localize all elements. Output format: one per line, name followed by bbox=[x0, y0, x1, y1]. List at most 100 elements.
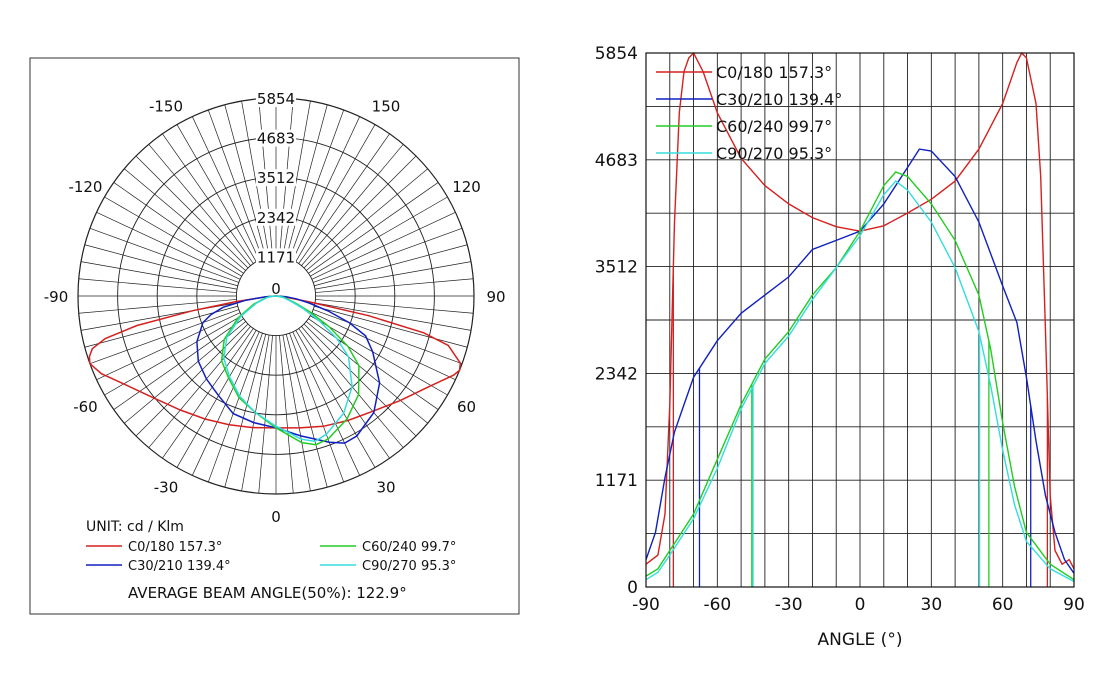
polar-spoke bbox=[289, 333, 345, 483]
cartesian-curves bbox=[645, 51, 1075, 583]
polar-spoke bbox=[78, 278, 237, 293]
cart-y-tick-0: 0 bbox=[627, 578, 638, 598]
polar-spoke bbox=[176, 124, 257, 262]
polar-angle-label-10: 0 bbox=[271, 508, 281, 526]
polar-spoke bbox=[282, 100, 311, 258]
polar-spoke bbox=[285, 104, 328, 258]
cart-y-tick-4: 4683 bbox=[595, 151, 638, 171]
polar-labels: 0 1171 2342 3512 4683 5854 -150 150 -120 120 -90 90… bbox=[44, 90, 506, 526]
polar-legend-label-1: C30/210 139.4° bbox=[128, 559, 231, 574]
polar-spoke bbox=[124, 168, 246, 271]
cart-x-tick-6: 90 bbox=[1063, 595, 1085, 615]
cart-legend-label-3: C90/270 95.3° bbox=[716, 144, 832, 163]
polar-series-3 bbox=[223, 295, 353, 443]
polar-radial-tick-4: 5854 bbox=[257, 90, 295, 108]
polar-spoke bbox=[315, 278, 474, 293]
polar-spoke bbox=[295, 124, 376, 262]
polar-spoke bbox=[148, 326, 251, 448]
polar-spoke bbox=[241, 100, 270, 258]
polar-legend-label-3: C90/270 95.3° bbox=[362, 559, 456, 574]
polar-spoke bbox=[207, 109, 263, 259]
cart-series-3 bbox=[645, 180, 1075, 583]
polar-spoke bbox=[311, 312, 456, 380]
x-axis-label: ANGLE (°) bbox=[818, 630, 903, 650]
polar-angle-label-0: -150 bbox=[149, 97, 183, 115]
cart-legend-label-1: C30/210 139.4° bbox=[716, 90, 842, 109]
polar-spoke bbox=[135, 155, 249, 269]
polar-tick-bg bbox=[256, 248, 296, 266]
polar-angle-label-5: 90 bbox=[486, 288, 505, 306]
polar-spoke bbox=[303, 323, 417, 437]
polar-series-0 bbox=[88, 295, 462, 429]
polar-spoke bbox=[308, 318, 439, 410]
polar-radial-tick-3: 4683 bbox=[257, 130, 295, 148]
polar-spoke bbox=[301, 144, 404, 266]
polar-angle-label-2: -120 bbox=[68, 178, 102, 196]
cart-y-tick-2: 2342 bbox=[595, 364, 638, 384]
beam-angle-annotation: AVERAGE BEAM ANGLE(50%): 122.9° bbox=[128, 584, 407, 602]
polar-spoke bbox=[113, 318, 244, 410]
polar-spoke bbox=[314, 244, 468, 287]
cart-x-tick-5: 60 bbox=[992, 595, 1014, 615]
cart-legend-label-2: C60/240 99.7° bbox=[716, 117, 832, 136]
polar-spoke bbox=[308, 182, 439, 274]
polar-spoke bbox=[96, 312, 241, 380]
polar-spoke bbox=[258, 335, 273, 494]
polar-legend-label-2: C60/240 99.7° bbox=[362, 540, 456, 555]
polar-radial-tick-1: 2342 bbox=[257, 209, 295, 227]
polar-spoke bbox=[313, 309, 463, 365]
polar-spoke bbox=[96, 212, 241, 280]
polar-spoke bbox=[104, 315, 242, 396]
polar-spoke bbox=[282, 334, 311, 492]
polar-spoke bbox=[162, 328, 254, 459]
cart-y-tick-1: 1171 bbox=[595, 471, 638, 491]
polar-spoke bbox=[224, 334, 267, 488]
polar-tick-bg bbox=[256, 208, 296, 226]
polar-spoke bbox=[84, 244, 238, 287]
polar-angle-label-8: -30 bbox=[154, 479, 179, 497]
polar-spoke bbox=[176, 330, 257, 468]
polar-angle-label-1: 150 bbox=[372, 97, 401, 115]
cart-x-tick-4: 30 bbox=[921, 595, 943, 615]
polar-legend: C0/180 157.3° C30/210 139.4° C60/240 99.7°… bbox=[86, 540, 456, 574]
polar-tick-bg bbox=[256, 129, 296, 147]
polar-spoke bbox=[89, 309, 239, 365]
cart-x-tick-3: 0 bbox=[855, 595, 866, 615]
polar-spoke bbox=[306, 321, 428, 424]
polar-tick-bg bbox=[256, 169, 296, 187]
polar-spoke bbox=[89, 227, 239, 283]
polar-spoke bbox=[298, 328, 390, 459]
polar-spoke bbox=[310, 196, 448, 277]
cart-legend-label-0: C0/180 157.3° bbox=[716, 63, 832, 82]
beam-edge-lines bbox=[672, 267, 1049, 587]
polar-spoke bbox=[162, 133, 254, 264]
cart-x-tick-2: -30 bbox=[775, 595, 803, 615]
polar-spoke bbox=[104, 196, 242, 277]
polar-grid bbox=[77, 97, 475, 495]
polar-radial-tick-2: 3512 bbox=[257, 169, 295, 187]
polar-spoke bbox=[292, 116, 360, 261]
polar-spoke bbox=[207, 333, 263, 483]
polar-angle-label-7: 60 bbox=[457, 398, 476, 416]
polar-angle-label-3: 120 bbox=[452, 178, 481, 196]
polar-spoke bbox=[78, 299, 237, 314]
cart-series-0 bbox=[645, 51, 1075, 570]
polar-angle-label-6: -60 bbox=[73, 398, 98, 416]
polar-spoke bbox=[192, 116, 260, 261]
unit-label: UNIT: cd / Klm bbox=[86, 519, 184, 535]
polar-spoke bbox=[285, 334, 328, 488]
polar-radial-tick-0: 1171 bbox=[257, 248, 295, 266]
polar-spoke bbox=[311, 212, 456, 280]
polar-spoke bbox=[279, 335, 294, 494]
polar-spoke bbox=[314, 261, 472, 290]
cartesian-grid bbox=[645, 52, 1075, 588]
polar-curves bbox=[88, 295, 462, 446]
polar-center-label: 0 bbox=[271, 280, 281, 298]
polar-panel-frame bbox=[29, 57, 520, 615]
polar-spoke bbox=[314, 305, 468, 348]
cartesian-chart-panel: 0 1171 2342 3512 4683 5854 -90 -60 -30 0 30 60 90 C0… bbox=[595, 44, 1085, 650]
polar-spoke bbox=[80, 261, 238, 290]
polar-angle-label-4: -90 bbox=[44, 288, 69, 306]
cartesian-legend: C0/180 157.3° C30/210 139.4° C60/240 99.7°… bbox=[656, 63, 842, 163]
